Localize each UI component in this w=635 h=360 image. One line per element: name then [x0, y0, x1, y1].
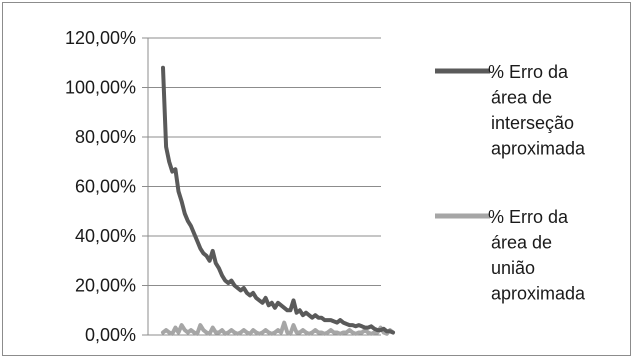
y-tick-label: 60,00%	[75, 177, 136, 197]
chart-plot: 0,00% 20,00% 40,00% 60,00% 80,00% 100,00% 120,…	[65, 28, 586, 345]
legend-label-line: % Erro da	[488, 62, 569, 82]
series-line-union	[161, 320, 395, 336]
y-tick-label: 120,00%	[65, 28, 136, 48]
legend-label-line: área de	[491, 233, 552, 253]
y-tick-labels: 0,00% 20,00% 40,00% 60,00% 80,00% 100,00% 120,…	[65, 28, 136, 345]
legend-label-line: aproximada	[491, 139, 586, 159]
legend-label-line: aproximada	[491, 284, 586, 304]
chart-frame: 0,00% 20,00% 40,00% 60,00% 80,00% 100,00% 120,…	[2, 2, 631, 356]
gridlines	[148, 37, 381, 286]
y-tick-label: 80,00%	[75, 127, 136, 147]
legend-label-line: % Erro da	[488, 207, 569, 227]
legend-label-line: interseção	[491, 113, 574, 133]
legend: % Erro da área de interseção aproximada % Er…	[435, 62, 586, 304]
y-tick-label: 40,00%	[75, 226, 136, 246]
legend-label-line: área de	[491, 88, 552, 108]
y-tick-label: 20,00%	[75, 276, 136, 296]
y-tick-label: 100,00%	[65, 78, 136, 98]
series-line-intersection	[161, 65, 395, 335]
series-lines	[161, 65, 395, 336]
y-tick-label: 0,00%	[85, 325, 136, 345]
legend-label-line: união	[491, 258, 535, 278]
